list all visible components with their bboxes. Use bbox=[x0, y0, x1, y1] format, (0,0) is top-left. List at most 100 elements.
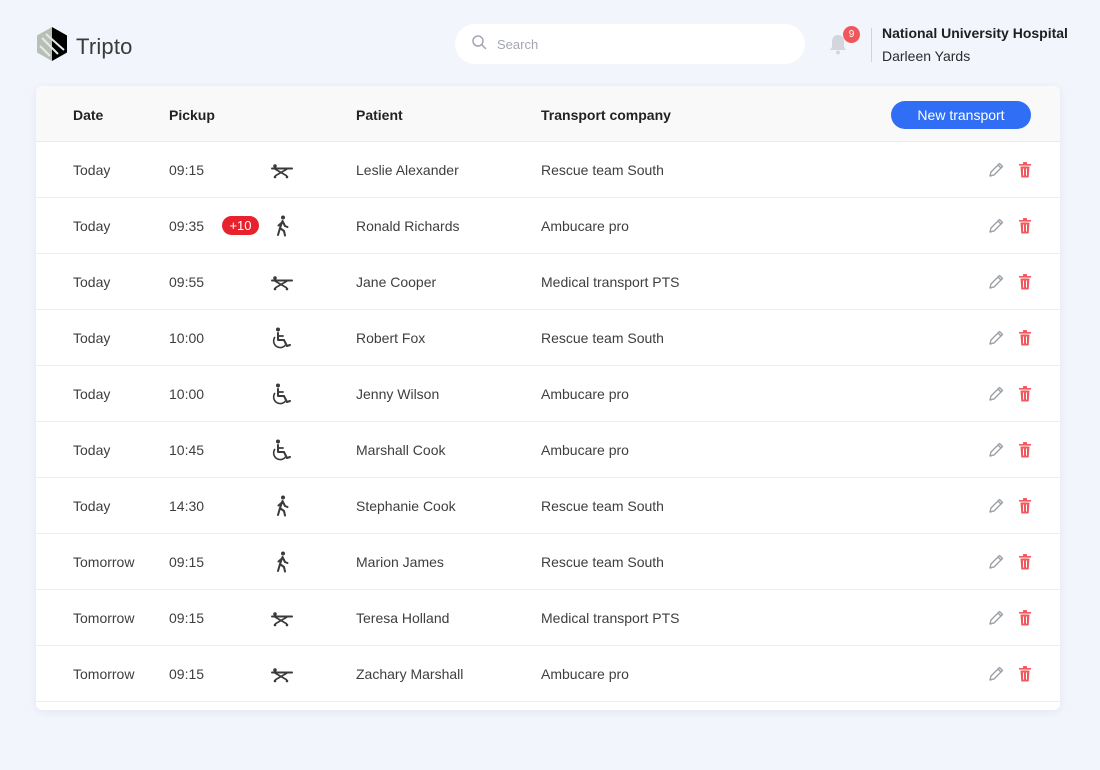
delete-icon[interactable] bbox=[1018, 553, 1032, 571]
table-row[interactable]: Tomorrow 09:15 Zachary Marshall Ambucare pr… bbox=[36, 646, 1060, 702]
delete-icon[interactable] bbox=[1018, 497, 1032, 515]
row-pickup-time: 09:15 bbox=[169, 610, 205, 626]
row-date: Today bbox=[73, 386, 111, 402]
row-transport-company: Ambucare pro bbox=[541, 666, 629, 682]
transport-table: Date Pickup Patient Transport company Ne… bbox=[36, 86, 1060, 710]
edit-icon[interactable] bbox=[987, 609, 1005, 627]
table-row[interactable]: Today 10:00 Jenny Wilson Ambucare pro bbox=[36, 366, 1060, 422]
edit-icon[interactable] bbox=[987, 553, 1005, 571]
edit-icon[interactable] bbox=[987, 273, 1005, 291]
row-patient: Robert Fox bbox=[356, 330, 426, 346]
row-date: Tomorrow bbox=[73, 610, 135, 626]
row-patient: Marshall Cook bbox=[356, 442, 446, 458]
stretcher-icon bbox=[270, 606, 294, 630]
edit-icon[interactable] bbox=[987, 441, 1005, 459]
delete-icon[interactable] bbox=[1018, 273, 1032, 291]
edit-icon[interactable] bbox=[987, 161, 1005, 179]
row-pickup-time: 10:45 bbox=[169, 442, 205, 458]
row-pickup-time: 10:00 bbox=[169, 330, 205, 346]
edit-icon[interactable] bbox=[987, 329, 1005, 347]
row-patient: Zachary Marshall bbox=[356, 666, 464, 682]
row-transport-company: Medical transport PTS bbox=[541, 274, 680, 290]
top-bar: Tripto 9 National University Hospital Da… bbox=[0, 0, 1100, 88]
row-date: Today bbox=[73, 274, 111, 290]
edit-icon[interactable] bbox=[987, 665, 1005, 683]
edit-icon[interactable] bbox=[987, 385, 1005, 403]
table-row[interactable]: Today 09:35 +10 Ronald Richards Ambucare pro bbox=[36, 198, 1060, 254]
row-transport-company: Rescue team South bbox=[541, 498, 664, 514]
row-pickup-time: 09:15 bbox=[169, 162, 205, 178]
app-logo[interactable]: Tripto bbox=[36, 26, 133, 67]
delete-icon[interactable] bbox=[1018, 385, 1032, 403]
search-icon bbox=[471, 34, 487, 55]
column-transport-company[interactable]: Transport company bbox=[541, 107, 671, 123]
row-transport-company: Ambucare pro bbox=[541, 218, 629, 234]
app-name: Tripto bbox=[76, 33, 133, 59]
row-transport-company: Ambucare pro bbox=[541, 386, 629, 402]
row-pickup-time: 09:15 bbox=[169, 666, 205, 682]
new-transport-button[interactable]: New transport bbox=[891, 101, 1031, 129]
table-row[interactable]: Today 09:55 Jane Cooper Medical transport P… bbox=[36, 254, 1060, 310]
bell-icon bbox=[826, 35, 850, 60]
delete-icon[interactable] bbox=[1018, 665, 1032, 683]
row-pickup-time: 09:55 bbox=[169, 274, 205, 290]
row-patient: Jenny Wilson bbox=[356, 386, 440, 402]
additional-transports-badge[interactable]: +10 bbox=[222, 216, 259, 235]
column-date[interactable]: Date bbox=[73, 107, 104, 123]
row-patient: Marion James bbox=[356, 554, 444, 570]
row-date: Today bbox=[73, 218, 111, 234]
stretcher-icon bbox=[270, 270, 294, 294]
row-pickup-time: 09:15 bbox=[169, 554, 205, 570]
organization-name: National University Hospital bbox=[882, 25, 1068, 41]
row-pickup-time: 14:30 bbox=[169, 498, 205, 514]
table-row[interactable]: Today 09:15 Leslie Alexander Rescue team So… bbox=[36, 142, 1060, 198]
notification-badge: 9 bbox=[843, 26, 860, 43]
user-name[interactable]: Darleen Yards bbox=[882, 48, 971, 64]
row-date: Today bbox=[73, 442, 111, 458]
wheelchair-icon bbox=[270, 438, 294, 462]
table-row[interactable]: Tomorrow 09:15 Marion James Rescue team Sou… bbox=[36, 534, 1060, 590]
table-row[interactable]: Tomorrow 09:15 Teresa Holland Medical trans… bbox=[36, 590, 1060, 646]
row-date: Today bbox=[73, 330, 111, 346]
table-body: Today 09:15 Leslie Alexander Rescue team So… bbox=[36, 142, 1060, 702]
delete-icon[interactable] bbox=[1018, 217, 1032, 235]
row-transport-company: Rescue team South bbox=[541, 554, 664, 570]
delete-icon[interactable] bbox=[1018, 441, 1032, 459]
row-transport-company: Rescue team South bbox=[541, 162, 664, 178]
row-patient: Ronald Richards bbox=[356, 218, 460, 234]
row-transport-company: Rescue team South bbox=[541, 330, 664, 346]
table-row[interactable]: Today 10:00 Robert Fox Rescue team South bbox=[36, 310, 1060, 366]
delete-icon[interactable] bbox=[1018, 329, 1032, 347]
row-patient: Stephanie Cook bbox=[356, 498, 456, 514]
row-date: Tomorrow bbox=[73, 666, 135, 682]
search-input[interactable] bbox=[497, 36, 777, 52]
row-patient: Leslie Alexander bbox=[356, 162, 459, 178]
table-row[interactable]: Today 14:30 Stephanie Cook Rescue team Sout… bbox=[36, 478, 1060, 534]
wheelchair-icon bbox=[270, 326, 294, 350]
row-transport-company: Ambucare pro bbox=[541, 442, 629, 458]
edit-icon[interactable] bbox=[987, 497, 1005, 515]
row-transport-company: Medical transport PTS bbox=[541, 610, 680, 626]
row-pickup-time: 10:00 bbox=[169, 386, 205, 402]
row-pickup-time: 09:35 bbox=[169, 218, 205, 234]
header-divider bbox=[871, 28, 872, 62]
stretcher-icon bbox=[270, 158, 294, 182]
row-patient: Teresa Holland bbox=[356, 610, 450, 626]
column-patient[interactable]: Patient bbox=[356, 107, 403, 123]
edit-icon[interactable] bbox=[987, 217, 1005, 235]
search-bar[interactable] bbox=[455, 24, 805, 64]
walking-icon bbox=[270, 494, 294, 518]
notification-bell[interactable] bbox=[826, 32, 850, 56]
table-row[interactable]: Today 10:45 Marshall Cook Ambucare pro bbox=[36, 422, 1060, 478]
stretcher-icon bbox=[270, 662, 294, 686]
delete-icon[interactable] bbox=[1018, 609, 1032, 627]
row-date: Today bbox=[73, 498, 111, 514]
row-date: Today bbox=[73, 162, 111, 178]
delete-icon[interactable] bbox=[1018, 161, 1032, 179]
column-pickup[interactable]: Pickup bbox=[169, 107, 215, 123]
table-header: Date Pickup Patient Transport company Ne… bbox=[36, 86, 1060, 142]
wheelchair-icon bbox=[270, 382, 294, 406]
logo-icon bbox=[36, 26, 68, 67]
walking-icon bbox=[270, 214, 294, 238]
row-date: Tomorrow bbox=[73, 554, 135, 570]
